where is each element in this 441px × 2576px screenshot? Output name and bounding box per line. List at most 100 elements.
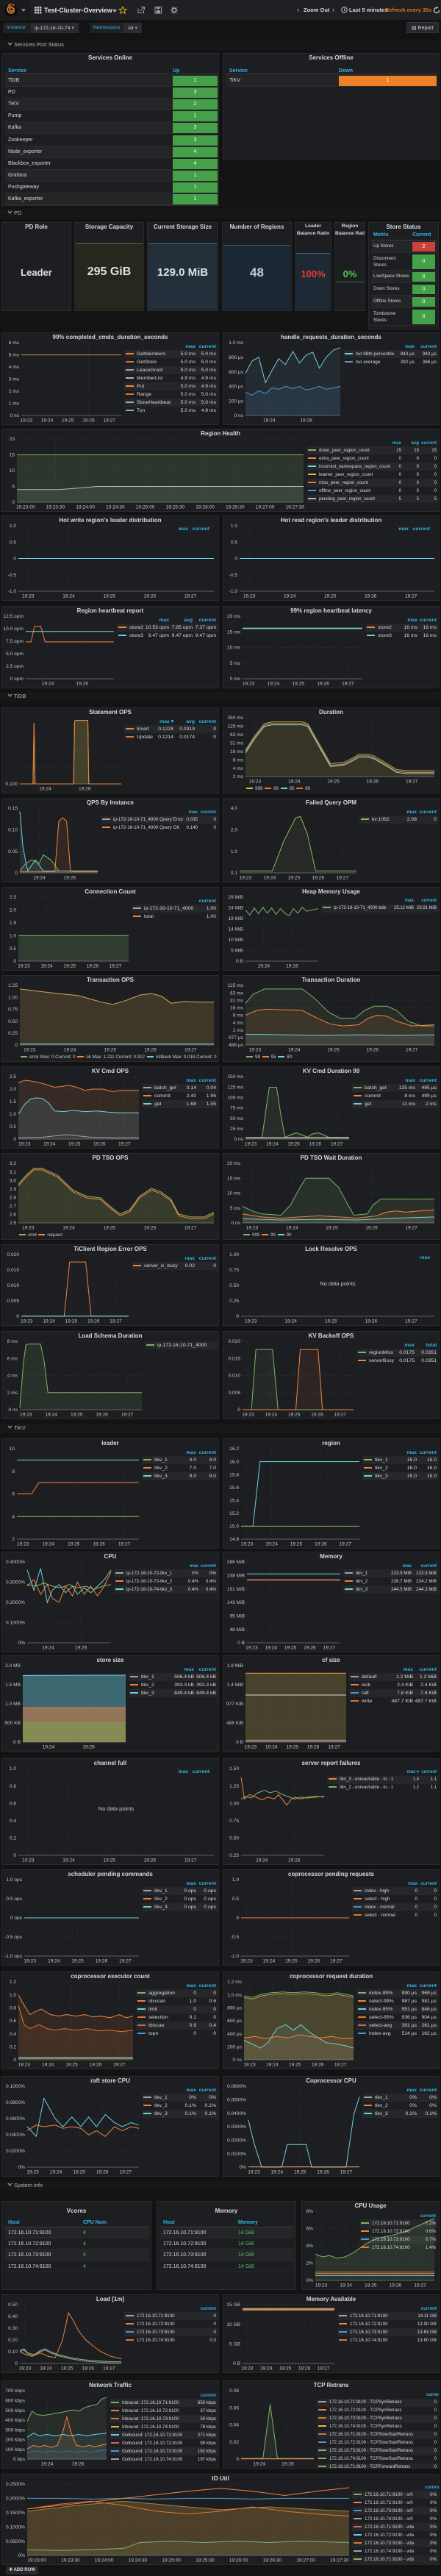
svg-text:19:26: 19:26 xyxy=(64,876,76,881)
svg-text:0.0300%: 0.0300% xyxy=(227,2124,246,2130)
svg-text:19:24: 19:24 xyxy=(266,2063,279,2068)
svg-text:19:24: 19:24 xyxy=(64,1048,76,1053)
svg-text:19:26: 19:26 xyxy=(312,876,325,881)
svg-text:800 µs: 800 µs xyxy=(229,355,244,360)
svg-text:4 ms: 4 ms xyxy=(9,365,20,370)
svg-text:0.5: 0.5 xyxy=(10,1124,16,1130)
svg-text:3.2: 3.2 xyxy=(10,1161,16,1166)
svg-text:250 ms: 250 ms xyxy=(227,716,243,721)
svg-text:19:23: 19:23 xyxy=(18,1142,31,1147)
svg-text:200 kbps: 200 kbps xyxy=(5,2438,25,2443)
svg-text:19:26: 19:26 xyxy=(87,964,99,969)
svg-text:19:27: 19:27 xyxy=(330,1959,343,1964)
svg-text:0.4: 0.4 xyxy=(10,1819,16,1824)
svg-text:4 ms: 4 ms xyxy=(233,1021,244,1026)
svg-text:0.2: 0.2 xyxy=(10,1836,16,1841)
svg-text:19:23: 19:23 xyxy=(241,2366,254,2372)
svg-text:16 ms: 16 ms xyxy=(230,749,244,754)
svg-text:2.6: 2.6 xyxy=(10,1213,16,1218)
svg-text:0.005: 0.005 xyxy=(228,1391,240,1396)
svg-text:19:26:30: 19:26:30 xyxy=(263,2558,282,2563)
svg-text:0.0800%: 0.0800% xyxy=(6,2100,25,2105)
svg-text:19:26: 19:26 xyxy=(288,1858,301,1863)
svg-text:0.10: 0.10 xyxy=(8,2350,18,2355)
svg-text:19:26: 19:26 xyxy=(308,1959,320,1964)
svg-text:19:27: 19:27 xyxy=(405,1319,417,1324)
svg-text:19:23: 19:23 xyxy=(245,1319,257,1324)
svg-text:6%: 6% xyxy=(306,2227,313,2232)
svg-text:19:23: 19:23 xyxy=(19,2366,32,2372)
svg-text:0: 0 xyxy=(236,1916,239,1921)
svg-text:19:26: 19:26 xyxy=(315,1542,327,1547)
svg-text:0 ns: 0 ns xyxy=(233,2058,243,2063)
svg-text:75 ms: 75 ms xyxy=(230,1106,244,1111)
svg-text:1.2 ms: 1.2 ms xyxy=(227,1980,242,1985)
svg-text:19:27: 19:27 xyxy=(339,1542,351,1547)
svg-text:400 µs: 400 µs xyxy=(229,385,244,390)
svg-text:19:25: 19:25 xyxy=(287,1142,300,1147)
svg-text:0 opm: 0 opm xyxy=(10,677,24,682)
svg-text:19:24: 19:24 xyxy=(263,1959,276,1964)
svg-text:15.8: 15.8 xyxy=(229,1472,239,1477)
svg-text:19:26: 19:26 xyxy=(298,2366,311,2372)
svg-text:3 ms: 3 ms xyxy=(9,377,20,382)
svg-text:-1.0: -1.0 xyxy=(229,589,238,594)
svg-text:19:27: 19:27 xyxy=(118,1142,131,1147)
svg-text:19:24: 19:24 xyxy=(265,1646,277,1651)
svg-text:0.0400%: 0.0400% xyxy=(6,2133,25,2138)
svg-text:19:26: 19:26 xyxy=(82,1745,95,1750)
svg-text:19:24: 19:24 xyxy=(284,1319,297,1324)
svg-text:19:26: 19:26 xyxy=(365,594,377,599)
svg-text:19:23: 19:23 xyxy=(246,1226,259,1231)
svg-text:8 ms: 8 ms xyxy=(233,757,244,763)
svg-text:19:23: 19:23 xyxy=(245,1745,257,1750)
svg-text:19:26: 19:26 xyxy=(72,2462,85,2467)
svg-text:19:23: 19:23 xyxy=(24,1959,37,1964)
svg-text:0.0500%: 0.0500% xyxy=(227,2098,246,2103)
svg-text:19:26: 19:26 xyxy=(286,964,298,969)
svg-text:1.0: 1.0 xyxy=(10,1112,16,1117)
svg-text:125 ms: 125 ms xyxy=(227,724,243,729)
svg-text:19:24: 19:24 xyxy=(41,2462,54,2467)
svg-text:0.05: 0.05 xyxy=(8,849,18,854)
svg-text:10: 10 xyxy=(10,1446,15,1452)
svg-text:15.2: 15.2 xyxy=(229,1511,239,1516)
svg-text:19:25: 19:25 xyxy=(104,1048,117,1053)
svg-text:191 MiB: 191 MiB xyxy=(227,1587,245,1592)
svg-text:15.6: 15.6 xyxy=(229,1485,239,1491)
svg-text:0 ms: 0 ms xyxy=(230,677,241,682)
svg-text:0.3000%: 0.3000% xyxy=(6,1580,25,1585)
svg-text:19:25: 19:25 xyxy=(286,1745,298,1750)
svg-text:0.20: 0.20 xyxy=(8,2338,18,2343)
svg-text:19:26: 19:26 xyxy=(96,2170,109,2175)
svg-text:19:24: 19:24 xyxy=(62,1226,75,1231)
svg-text:0: 0 xyxy=(15,2361,18,2366)
svg-text:2.0: 2.0 xyxy=(231,828,237,833)
svg-text:19:26: 19:26 xyxy=(317,2170,329,2175)
svg-text:15.4: 15.4 xyxy=(229,1499,239,1504)
svg-text:4 ms: 4 ms xyxy=(7,1374,18,1379)
svg-text:19:24: 19:24 xyxy=(260,2366,273,2372)
svg-text:0.1000%: 0.1000% xyxy=(6,1621,25,1626)
svg-text:0.5: 0.5 xyxy=(231,540,237,546)
svg-text:19:24: 19:24 xyxy=(42,1646,54,1651)
svg-text:0 B: 0 B xyxy=(233,2361,240,2366)
svg-text:0: 0 xyxy=(234,557,237,562)
svg-text:19:25: 19:25 xyxy=(290,1542,303,1547)
svg-text:19:26: 19:26 xyxy=(390,2283,402,2288)
svg-text:0.6: 0.6 xyxy=(10,1801,16,1806)
svg-text:2 ms: 2 ms xyxy=(7,1391,18,1396)
svg-text:15: 15 xyxy=(10,453,15,458)
svg-text:19:27: 19:27 xyxy=(328,1745,340,1750)
svg-text:0.50: 0.50 xyxy=(8,2302,18,2308)
svg-text:2.0 MB: 2.0 MB xyxy=(5,1663,21,1669)
svg-text:0.30: 0.30 xyxy=(8,2326,18,2331)
svg-text:19:27:00: 19:27:00 xyxy=(256,505,275,510)
svg-text:19:27: 19:27 xyxy=(334,2063,347,2068)
svg-text:1.0: 1.0 xyxy=(231,849,237,854)
svg-text:19:25: 19:25 xyxy=(61,2366,74,2372)
svg-text:0: 0 xyxy=(15,1043,18,1048)
svg-text:19:27: 19:27 xyxy=(110,1319,122,1324)
svg-text:19:26: 19:26 xyxy=(307,1745,320,1750)
svg-text:19:26: 19:26 xyxy=(96,1413,108,1418)
